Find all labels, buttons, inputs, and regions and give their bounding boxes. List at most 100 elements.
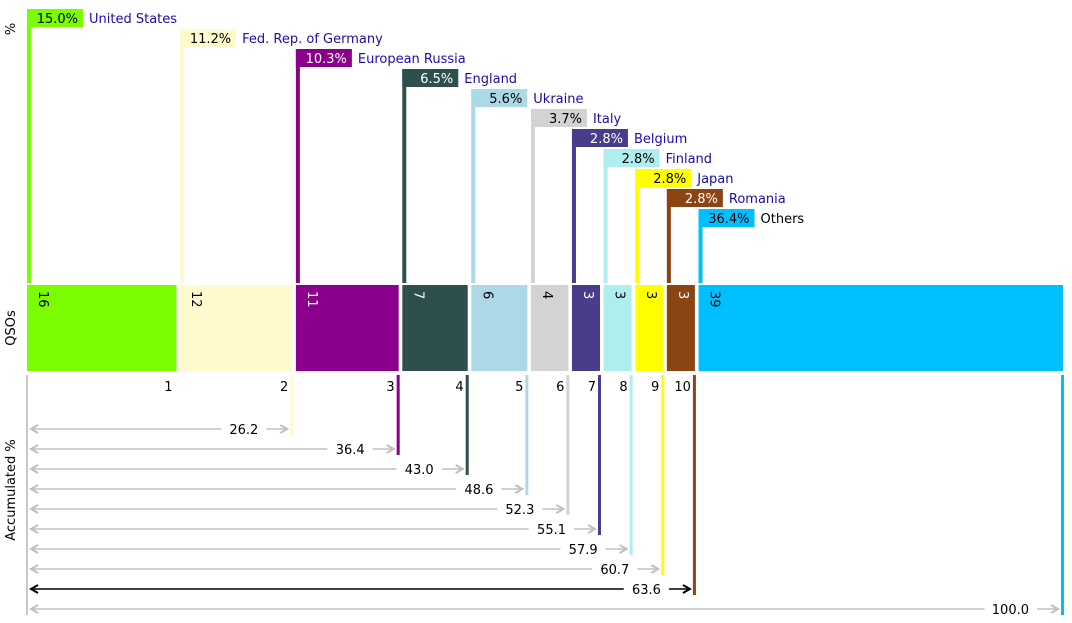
accumulated-label: 36.4 (336, 443, 365, 458)
qso-count-label: 39 (707, 291, 722, 308)
accumulated-marker (1061, 375, 1064, 615)
accumulated-label: 52.3 (505, 503, 534, 518)
country-label[interactable]: Finland (666, 152, 712, 167)
percent-stem (471, 89, 476, 283)
arrow-left-icon (28, 424, 39, 434)
accumulated-label: 63.6 (632, 583, 661, 598)
percent-stem (295, 49, 300, 283)
accumulated-label: 100.0 (992, 603, 1029, 618)
rank-label: 6 (556, 380, 564, 395)
percent-stem (27, 9, 31, 283)
accumulated-marker (290, 375, 294, 435)
percent-stem (402, 69, 407, 283)
percent-label: 15.0% (37, 12, 78, 27)
arrow-left-icon (28, 444, 39, 454)
accumulated-marker (566, 375, 570, 515)
rank-label: 9 (651, 380, 659, 395)
axis-label-accumulated: Accumulated % (4, 439, 19, 541)
arrow-left-icon (28, 564, 39, 574)
qso-bar (471, 285, 528, 371)
qso-count-label: 12 (188, 291, 203, 308)
rank-label: 3 (386, 380, 394, 395)
qso-bar (635, 285, 664, 371)
arrow-left-icon (28, 524, 39, 534)
country-label[interactable]: European Russia (358, 52, 466, 67)
percent-label-box (698, 209, 755, 227)
percent-label: 10.3% (306, 52, 347, 67)
percent-label: 2.8% (685, 192, 718, 207)
country-label: Others (761, 212, 805, 227)
percent-label: 3.7% (549, 112, 582, 127)
qso-bar (295, 285, 399, 371)
qso-bar (530, 285, 569, 371)
arrow-right-icon (650, 564, 661, 574)
arrow-right-icon (619, 544, 629, 554)
qso-bar (666, 285, 695, 371)
percent-label-box (27, 9, 83, 27)
accumulated-axis (26, 375, 28, 615)
qso-count-label: 3 (612, 291, 627, 299)
rank-label: 1 (164, 380, 172, 395)
percent-stem (603, 149, 608, 283)
percent-label: 6.5% (420, 72, 453, 87)
percent-label-box (295, 49, 352, 67)
percent-label: 11.2% (190, 32, 231, 47)
rank-label: 10 (674, 380, 691, 395)
percent-stem (635, 169, 640, 283)
qso-count-label: 6 (479, 291, 494, 299)
rank-label: 2 (280, 380, 288, 395)
arrow-left-icon (28, 484, 39, 494)
percent-label: 2.8% (653, 172, 686, 187)
rank-label: 5 (515, 380, 523, 395)
accumulated-marker (629, 375, 633, 555)
accumulated-label: 26.2 (229, 423, 258, 438)
country-label[interactable]: Ukraine (533, 92, 583, 107)
arrow-right-icon (682, 584, 692, 594)
percent-stem (530, 109, 535, 283)
arrow-right-icon (279, 424, 290, 434)
arrow-left-icon (28, 504, 39, 514)
accumulated-label: 55.1 (537, 523, 566, 538)
arrow-left-icon (28, 584, 39, 594)
accumulated-label: 48.6 (464, 483, 493, 498)
percent-label: 5.6% (489, 92, 522, 107)
qso-bar (402, 285, 468, 371)
accumulated-label: 43.0 (405, 463, 434, 478)
rank-label: 4 (455, 380, 463, 395)
qso-bar (27, 285, 177, 371)
axis-label-percent: % (4, 23, 19, 35)
qso-count-label: 3 (580, 291, 595, 299)
arrow-right-icon (587, 524, 598, 534)
qso-count-label: 3 (643, 291, 658, 299)
country-label[interactable]: England (464, 72, 517, 87)
country-label[interactable]: Fed. Rep. of Germany (242, 32, 383, 47)
qso-count-label: 7 (410, 291, 425, 299)
percent-label-box (530, 109, 587, 127)
country-label[interactable]: Romania (729, 192, 786, 207)
arrow-right-icon (455, 464, 465, 474)
percent-stem (571, 129, 576, 283)
country-label[interactable]: Italy (593, 112, 622, 127)
arrow-right-icon (555, 504, 566, 514)
arrow-right-icon (514, 484, 525, 494)
qso-bar (180, 285, 293, 371)
arrow-right-icon (386, 444, 396, 454)
percent-label-box (180, 29, 237, 47)
rank-label: 7 (588, 380, 596, 395)
arrow-right-icon (1050, 604, 1061, 614)
qso-bar (698, 285, 1063, 371)
arrow-left-icon (28, 604, 39, 614)
axis-label-qsos: QSOs (4, 310, 19, 346)
country-label[interactable]: Japan (696, 172, 733, 187)
percent-label: 36.4% (708, 212, 749, 227)
percent-label-box (666, 189, 723, 207)
accumulated-marker (525, 375, 529, 495)
percent-label-box (635, 169, 692, 187)
percent-label-box (603, 149, 660, 167)
percent-label-box (571, 129, 628, 147)
country-label[interactable]: Belgium (634, 132, 687, 147)
country-label[interactable]: United States (89, 12, 177, 27)
qso-count-label: 11 (304, 291, 319, 308)
qso-bar (603, 285, 632, 371)
qso-count-label: 16 (35, 291, 50, 308)
